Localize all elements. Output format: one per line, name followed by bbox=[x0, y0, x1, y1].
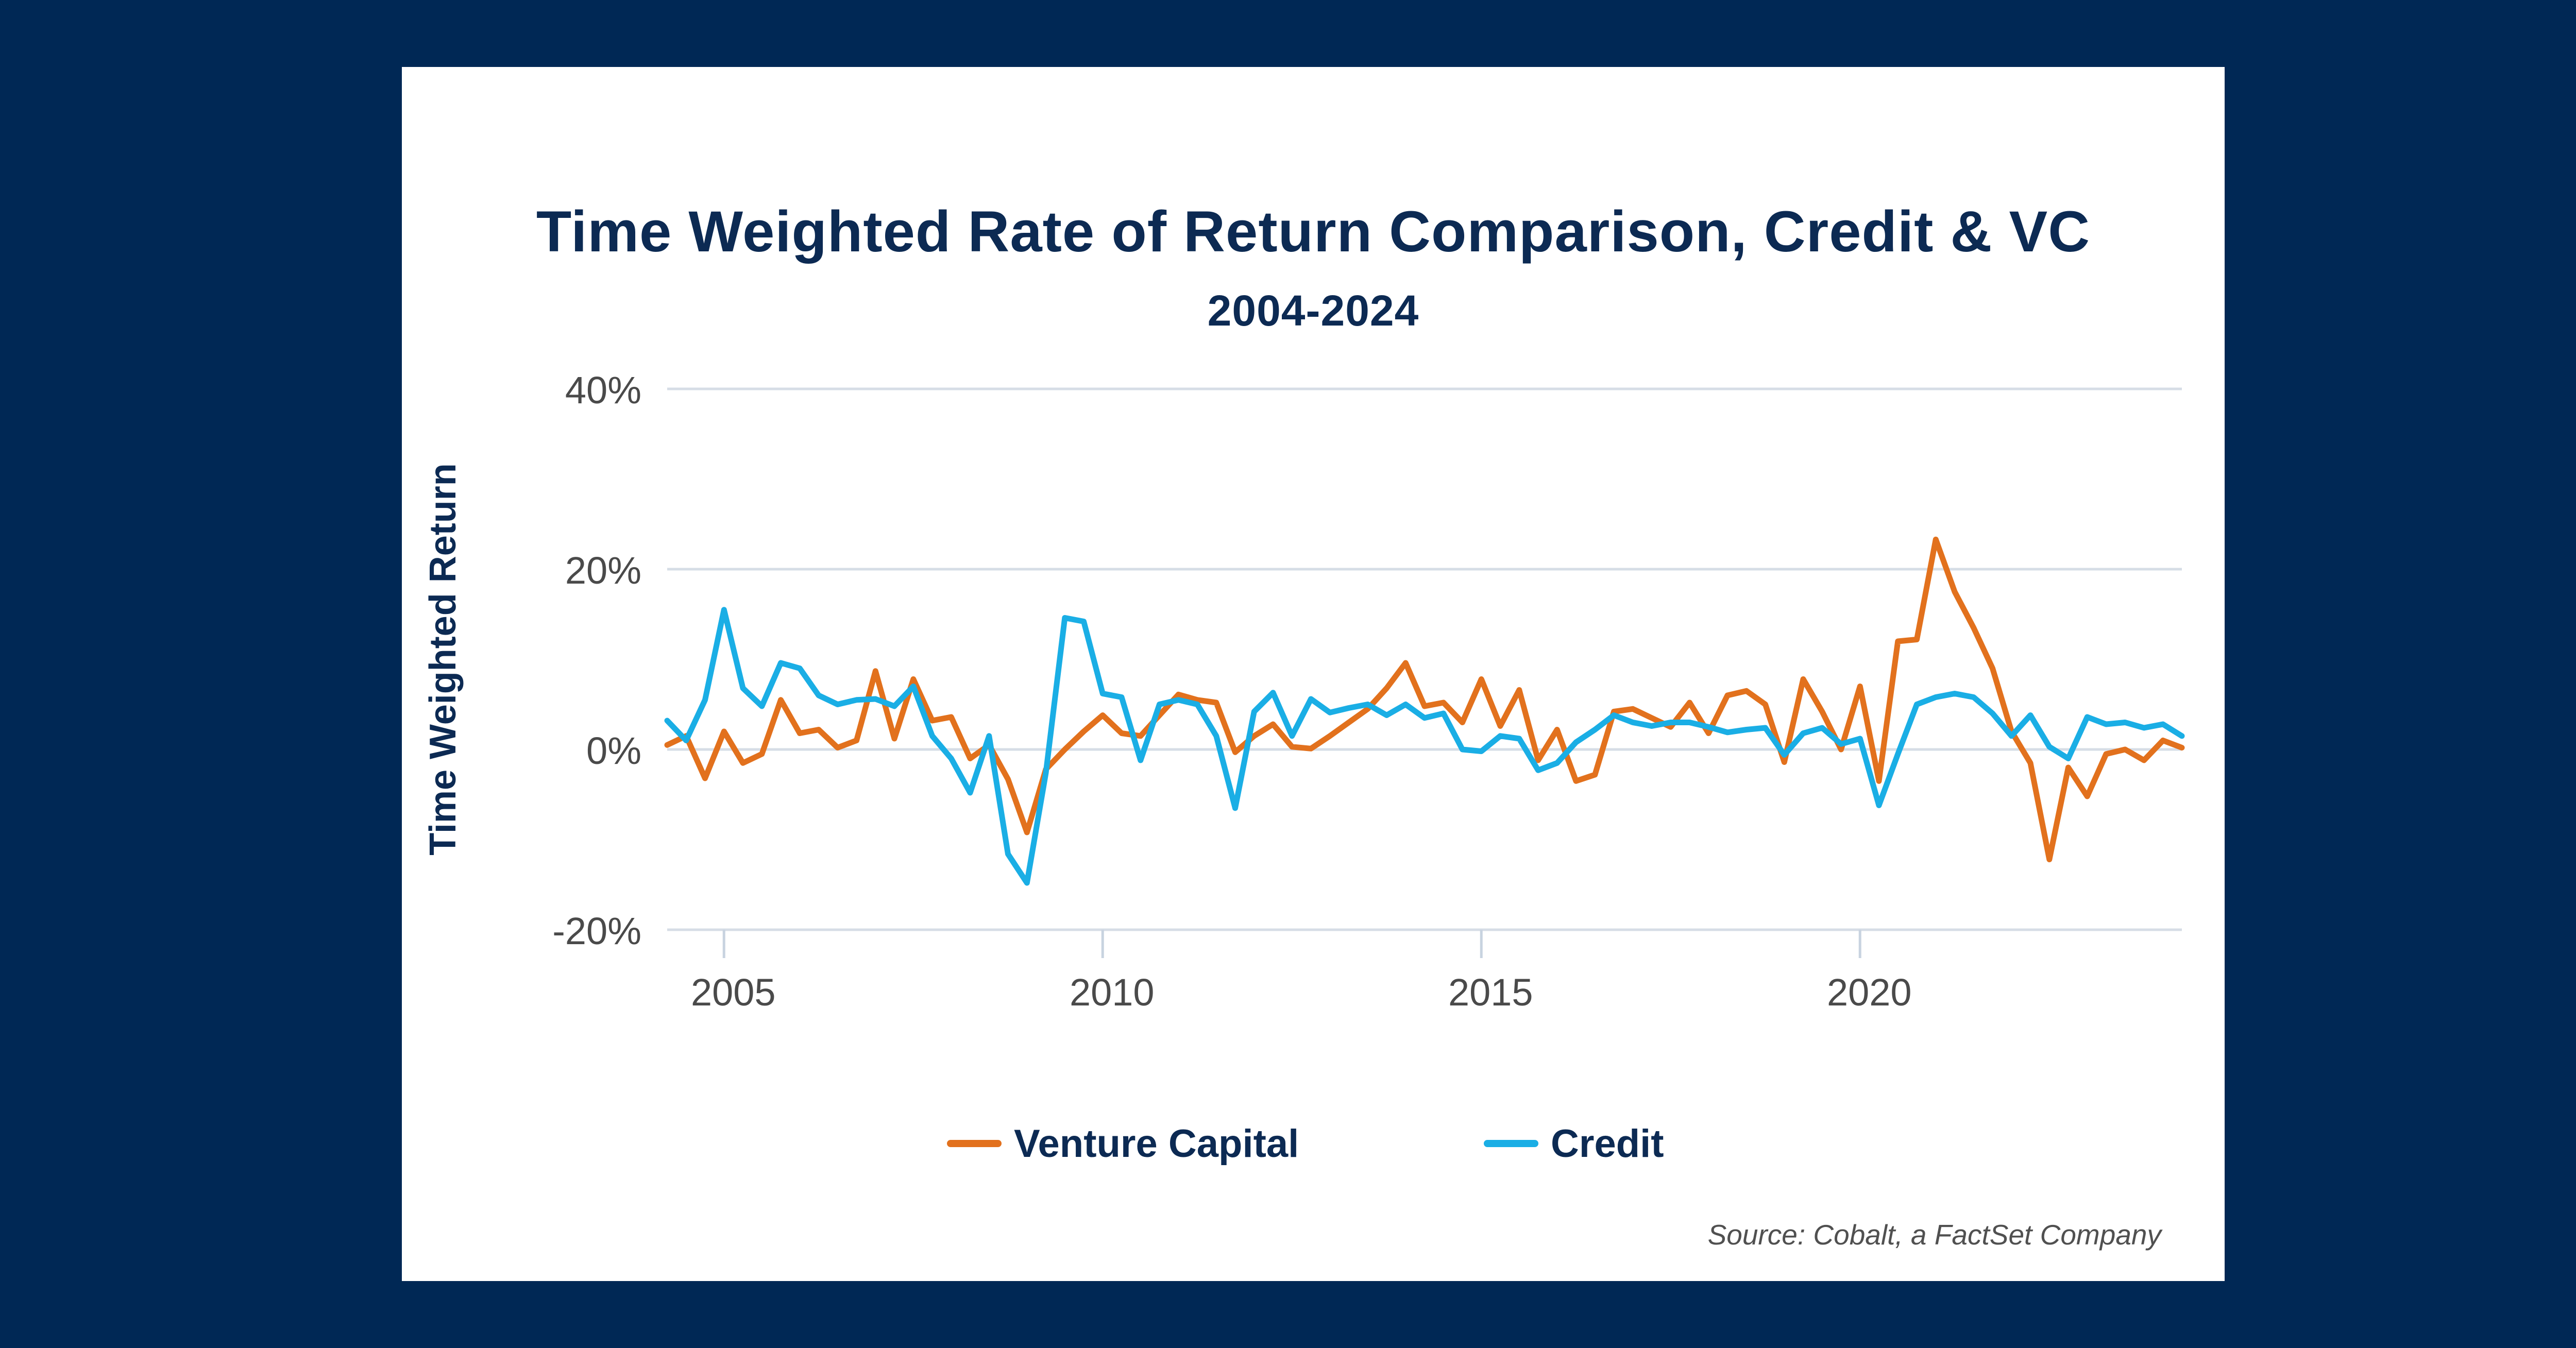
source-note: Source: Cobalt, a FactSet Company bbox=[1707, 1219, 2161, 1251]
y-tick-label: 0% bbox=[586, 729, 641, 772]
chart-card: Time Weighted Rate of Return Comparison,… bbox=[402, 67, 2225, 1281]
y-tick-label: -20% bbox=[552, 910, 641, 952]
series-line-credit bbox=[664, 607, 2185, 886]
legend-swatch-credit bbox=[1484, 1140, 1538, 1147]
y-tick-label: 20% bbox=[565, 549, 641, 592]
legend-item-credit: Credit bbox=[1484, 1118, 1664, 1169]
chart-title: Time Weighted Rate of Return Comparison,… bbox=[536, 199, 2091, 264]
y-tick-labels: -20% 0% 20% 40% bbox=[552, 369, 641, 952]
legend-label-venture-capital: Venture Capital bbox=[1014, 1121, 1299, 1166]
legend-label-credit: Credit bbox=[1551, 1121, 1664, 1166]
x-tick-labels: 2005 2010 2015 2020 bbox=[691, 971, 1912, 1014]
x-tick-label: 2010 bbox=[1070, 971, 1155, 1014]
series-line-venture-capital bbox=[664, 536, 2185, 862]
chart-subtitle: 2004-2024 bbox=[1207, 286, 1419, 335]
x-tick-label: 2005 bbox=[691, 971, 776, 1014]
series-lines bbox=[664, 536, 2185, 886]
x-tick-label: 2015 bbox=[1448, 971, 1533, 1014]
legend-swatch-venture-capital bbox=[947, 1140, 1002, 1147]
y-tick-label: 40% bbox=[565, 369, 641, 412]
legend: Venture Capital Credit bbox=[0, 1118, 2576, 1169]
legend-item-venture-capital: Venture Capital bbox=[947, 1118, 1299, 1169]
y-axis-label: Time Weighted Return bbox=[422, 463, 464, 856]
x-tick-label: 2020 bbox=[1827, 971, 1912, 1014]
grid-lines bbox=[667, 387, 2182, 958]
